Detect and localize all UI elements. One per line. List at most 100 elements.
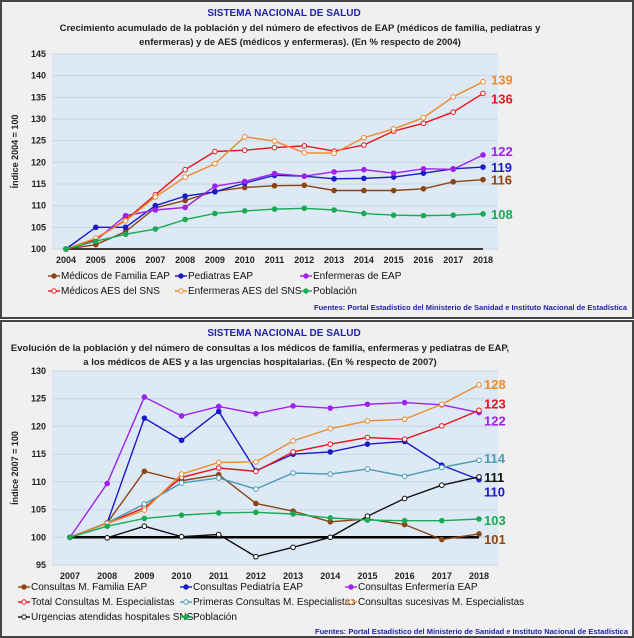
data-point bbox=[215, 531, 222, 538]
legend-entry: Médicos de Familia EAP bbox=[61, 271, 170, 282]
data-point bbox=[301, 173, 308, 179]
end-value-label: 139 bbox=[491, 73, 513, 88]
chart-title: Crecimiento acumulado de la población y … bbox=[60, 23, 541, 34]
data-point bbox=[439, 517, 445, 524]
data-point bbox=[450, 94, 457, 100]
data-point bbox=[331, 169, 337, 175]
data-point bbox=[141, 394, 148, 400]
legend-entry: Consultas M. Familia EAP bbox=[31, 582, 147, 593]
legend-marker bbox=[348, 584, 354, 590]
data-point bbox=[212, 210, 218, 217]
legend-marker bbox=[51, 273, 57, 279]
data-point bbox=[476, 407, 482, 414]
chart-title: enfermeras) y de AES (médicos y enfermer… bbox=[139, 37, 461, 48]
legend-marker bbox=[183, 584, 189, 590]
data-point bbox=[476, 457, 482, 464]
data-point bbox=[152, 207, 159, 213]
data-point bbox=[401, 436, 408, 442]
data-point bbox=[182, 204, 188, 211]
data-point bbox=[476, 531, 482, 537]
x-tick-label: 2014 bbox=[320, 571, 340, 581]
data-point bbox=[152, 194, 159, 200]
data-point bbox=[450, 109, 457, 115]
data-point bbox=[327, 441, 334, 447]
legend-entry: Consultas Enfermería EAP bbox=[358, 582, 478, 593]
source-note: Fuentes: Portal Estadístico del Minister… bbox=[315, 627, 629, 636]
legend-entry: Consultas Pediatría EAP bbox=[193, 582, 303, 593]
data-point bbox=[301, 150, 308, 156]
data-point bbox=[331, 176, 337, 182]
series-line bbox=[69, 459, 480, 538]
data-point bbox=[401, 399, 408, 406]
data-point bbox=[480, 176, 486, 183]
data-point bbox=[241, 178, 248, 185]
data-point bbox=[364, 418, 371, 424]
x-tick-label: 2015 bbox=[357, 571, 377, 581]
end-value-label: 114 bbox=[484, 451, 506, 466]
data-point bbox=[420, 114, 427, 121]
data-point bbox=[364, 517, 371, 523]
data-point bbox=[141, 415, 148, 421]
x-tick-label: 2013 bbox=[283, 571, 303, 581]
data-point bbox=[182, 166, 188, 173]
data-point bbox=[212, 189, 218, 195]
y-tick-label: 130 bbox=[31, 366, 46, 376]
data-point bbox=[122, 218, 129, 224]
data-point bbox=[327, 425, 334, 432]
x-tick-label: 2012 bbox=[294, 255, 314, 265]
chart-header: SISTEMA NACIONAL DE SALUD bbox=[207, 8, 360, 19]
end-value-label: 111 bbox=[484, 470, 504, 485]
series-Población: 108 bbox=[63, 205, 513, 252]
data-point bbox=[331, 207, 337, 213]
data-point bbox=[212, 160, 218, 167]
end-value-label: 122 bbox=[491, 144, 513, 159]
data-point bbox=[331, 150, 337, 157]
data-point bbox=[361, 166, 367, 173]
legend-marker bbox=[51, 288, 57, 294]
end-value-label: 123 bbox=[484, 396, 506, 411]
data-point bbox=[253, 500, 259, 507]
data-point bbox=[253, 468, 259, 475]
data-point bbox=[241, 147, 248, 153]
x-tick-label: 2013 bbox=[324, 255, 344, 265]
x-tick-label: 2016 bbox=[413, 255, 433, 265]
legend-entry: Enfermeras AES del SNS bbox=[188, 286, 302, 297]
y-tick-label: 125 bbox=[31, 136, 46, 146]
y-tick-label: 125 bbox=[31, 394, 46, 404]
data-point bbox=[364, 441, 371, 447]
legend-entry: Médicos AES del SNS bbox=[61, 286, 160, 297]
data-point bbox=[92, 238, 99, 244]
end-value-label: 116 bbox=[491, 173, 512, 188]
data-point bbox=[63, 246, 69, 252]
data-point bbox=[92, 224, 99, 231]
data-point bbox=[439, 482, 445, 488]
y-tick-label: 130 bbox=[31, 114, 46, 124]
data-point bbox=[253, 459, 259, 465]
legend-entry: Primeras Consultas M. Especialistas bbox=[193, 597, 355, 608]
data-point bbox=[241, 133, 248, 140]
end-value-label: 136 bbox=[491, 91, 513, 106]
data-point bbox=[178, 413, 185, 419]
data-point bbox=[104, 480, 110, 487]
data-point bbox=[364, 466, 371, 472]
data-point bbox=[215, 465, 222, 471]
x-tick-label: 2018 bbox=[469, 571, 489, 581]
series-line bbox=[69, 410, 480, 538]
x-tick-label: 2011 bbox=[265, 255, 285, 265]
data-point bbox=[401, 473, 408, 480]
data-point bbox=[420, 166, 427, 172]
data-point bbox=[178, 512, 185, 518]
data-point bbox=[290, 449, 296, 455]
source-note: Fuentes: Portal Estadístico del Minister… bbox=[314, 303, 628, 312]
data-point bbox=[390, 170, 397, 176]
data-point bbox=[401, 517, 408, 524]
x-tick-label: 2007 bbox=[145, 255, 165, 265]
data-point bbox=[331, 187, 337, 194]
data-point bbox=[327, 405, 334, 411]
data-point bbox=[253, 553, 259, 560]
data-point bbox=[182, 216, 188, 223]
end-value-label: 119 bbox=[491, 160, 512, 175]
data-point bbox=[215, 475, 222, 481]
data-point bbox=[290, 403, 296, 409]
